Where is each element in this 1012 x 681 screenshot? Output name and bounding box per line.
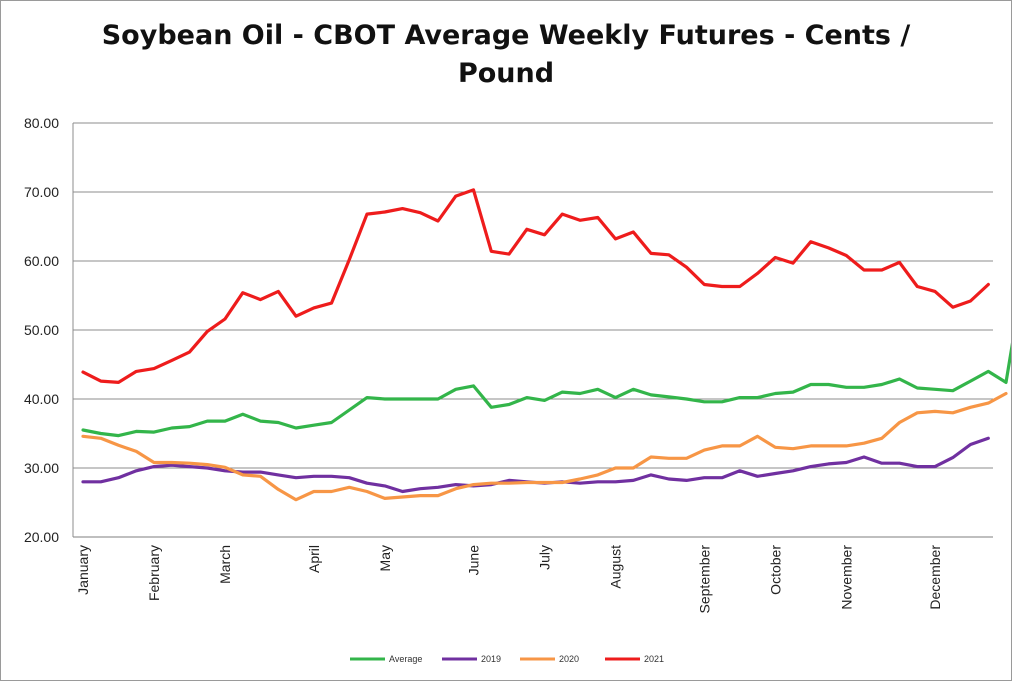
y-tick-label: 30.00 bbox=[24, 460, 59, 476]
series-line-2020 bbox=[81, 391, 1008, 502]
y-tick-label: 40.00 bbox=[24, 391, 59, 407]
y-tick-label: 60.00 bbox=[24, 253, 59, 269]
legend-label: Average bbox=[389, 654, 422, 664]
x-axis: January February March April May June July Augu… bbox=[75, 545, 943, 614]
series-line-average bbox=[81, 342, 1011, 438]
y-tick-label: 80.00 bbox=[24, 115, 59, 131]
x-tick-label: March bbox=[217, 545, 233, 584]
legend-label: 2021 bbox=[644, 654, 664, 664]
x-tick-label: June bbox=[466, 545, 482, 576]
legend-label: 2020 bbox=[559, 654, 579, 664]
x-tick-label: October bbox=[767, 545, 783, 595]
x-tick-label: August bbox=[608, 545, 624, 589]
x-tick-label: February bbox=[146, 545, 162, 601]
series-lines bbox=[81, 188, 1011, 502]
x-tick-label: September bbox=[696, 545, 712, 614]
legend: Average 2019 2020 2021 bbox=[350, 654, 664, 664]
y-tick-label: 70.00 bbox=[24, 184, 59, 200]
chart-title: Soybean Oil - CBOT Average Weekly Future… bbox=[101, 20, 911, 89]
x-tick-label: April bbox=[306, 545, 322, 573]
y-tick-label: 50.00 bbox=[24, 322, 59, 338]
x-tick-label: December bbox=[927, 545, 943, 610]
x-tick-label: January bbox=[75, 545, 91, 595]
x-tick-label: July bbox=[537, 545, 553, 570]
y-tick-label: 20.00 bbox=[24, 529, 59, 545]
y-axis: 20.00 30.00 40.00 50.00 60.00 70.00 80.00 bbox=[24, 115, 74, 545]
series-line-2021 bbox=[81, 188, 990, 384]
x-tick-label: November bbox=[838, 545, 854, 610]
x-tick-label: May bbox=[377, 545, 393, 571]
legend-label: 2019 bbox=[481, 654, 501, 664]
